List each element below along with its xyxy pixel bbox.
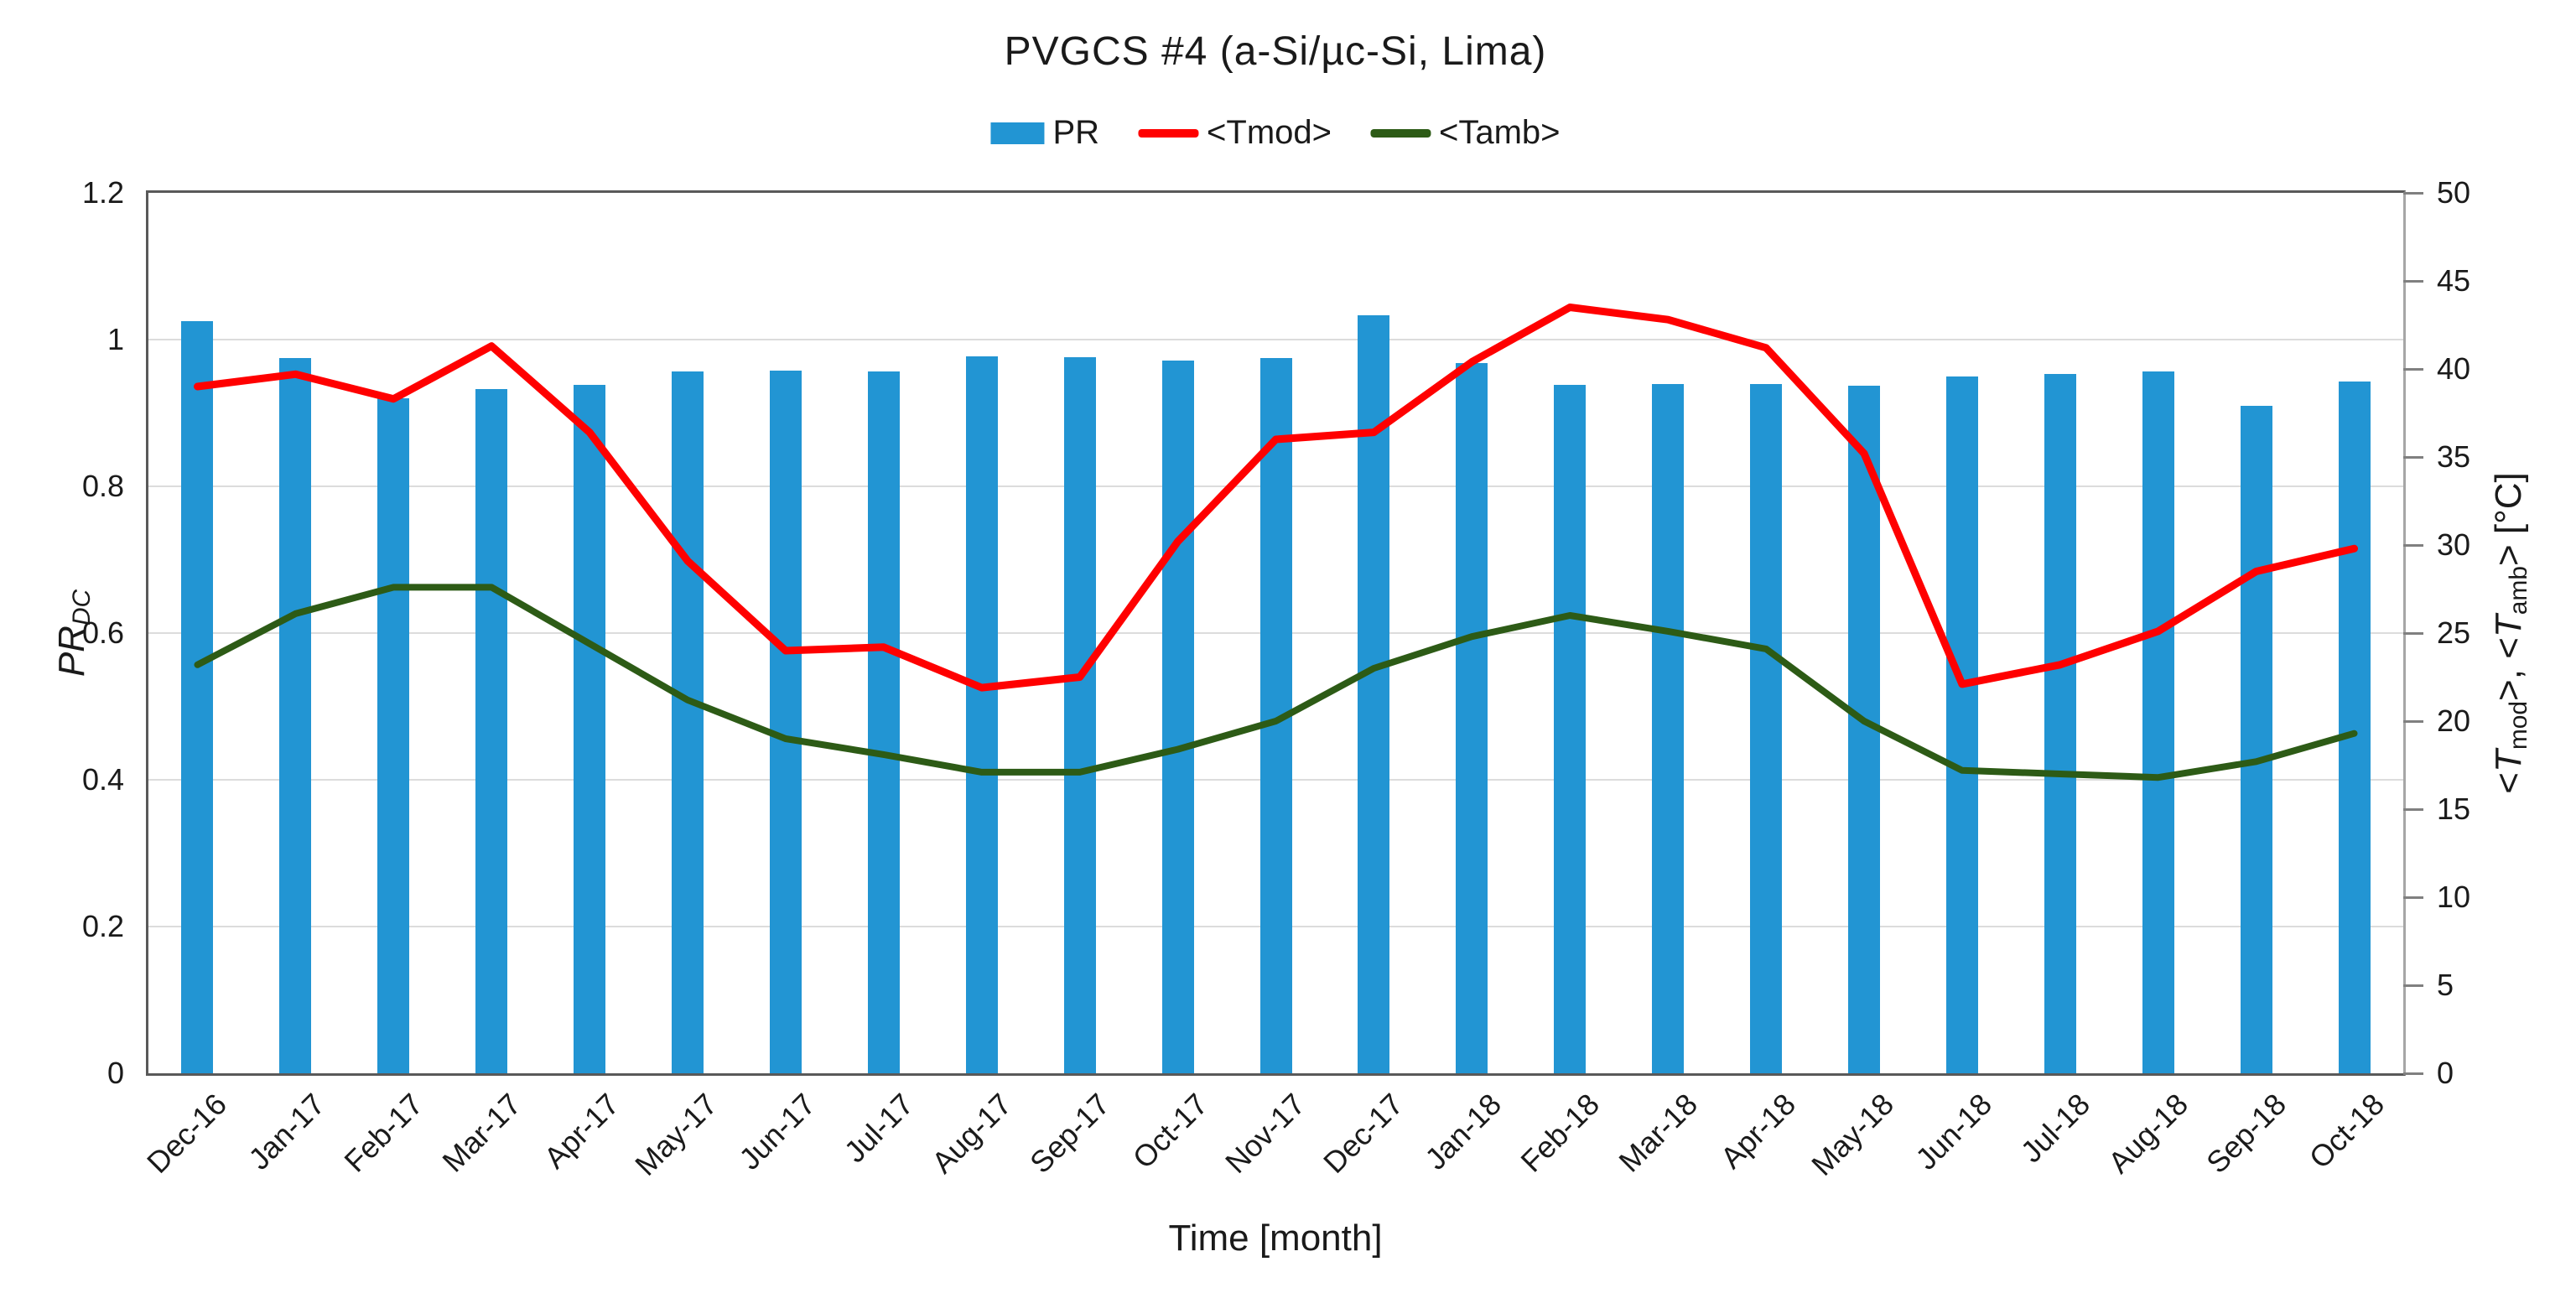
plot-area — [146, 190, 2406, 1076]
pr-bar — [1063, 357, 1096, 1073]
pr-bar — [2142, 371, 2174, 1073]
y-tick-label-right: 45 — [2437, 263, 2471, 298]
y-tick-label-left: 1.2 — [81, 175, 124, 210]
pr-bar — [1358, 315, 1390, 1073]
pr-bar — [672, 371, 704, 1073]
x-tick-label: Nov-17 — [1218, 1087, 1312, 1181]
y-tick-label-right: 10 — [2437, 880, 2471, 914]
pr-bar — [475, 388, 508, 1073]
right-axis-tick-mark — [2403, 192, 2423, 195]
legend-item-tamb: <Tamb> — [1370, 114, 1561, 152]
y-tick-label-right: 30 — [2437, 527, 2471, 562]
x-tick-label: Oct-18 — [2302, 1087, 2391, 1176]
pr-bar — [1554, 385, 1587, 1073]
legend-item-pr: PR — [990, 114, 1099, 152]
right-axis-tick-mark — [2403, 368, 2423, 371]
right-axis-title-part: amb — [2504, 566, 2532, 615]
y-tick-label-right: 5 — [2437, 968, 2454, 1002]
pr-bar — [377, 398, 410, 1073]
right-axis-tick-mark — [2403, 896, 2423, 899]
pr-bar — [2240, 405, 2272, 1073]
right-axis-tick-mark — [2403, 1072, 2423, 1075]
pr-bar — [279, 357, 312, 1073]
x-tick-label: Jul-18 — [2013, 1087, 2096, 1170]
y-tick-label-right: 35 — [2437, 439, 2471, 474]
pr-bar — [769, 370, 802, 1073]
right-axis-title-part: < — [2488, 772, 2530, 794]
pr-bar — [1456, 363, 1488, 1073]
gridline — [148, 339, 2403, 340]
legend-label-tmod: <Tmod> — [1207, 114, 1332, 151]
legend-label-tamb: <Tamb> — [1439, 114, 1561, 151]
pr-bar — [2338, 381, 2371, 1073]
legend-label-pr: PR — [1052, 114, 1100, 151]
pr-bar — [1945, 376, 1978, 1073]
x-tick-label: Feb-17 — [337, 1087, 430, 1179]
y-tick-label-left: 0.8 — [81, 469, 124, 503]
y-tick-label-left: 0.4 — [81, 762, 124, 797]
right-axis-tick-mark — [2403, 984, 2423, 987]
pr-bar — [1652, 383, 1685, 1073]
chart-title: PVGCS #4 (a-Si/µc-Si, Lima) — [1004, 29, 1547, 74]
pr-bar — [867, 371, 900, 1073]
x-axis-title: Time [month] — [1168, 1218, 1383, 1259]
pr-bar — [1750, 384, 1783, 1073]
x-tick-label: Dec-17 — [1317, 1087, 1410, 1181]
x-tick-label: Feb-18 — [1514, 1087, 1607, 1179]
x-tick-label: Jan-17 — [242, 1087, 332, 1176]
x-tick-label: Jul-17 — [837, 1087, 920, 1170]
line-layer — [194, 304, 2358, 781]
x-tick-label: Dec-16 — [140, 1087, 234, 1181]
pr-bar — [965, 356, 998, 1073]
y-tick-label-right: 20 — [2437, 704, 2471, 738]
right-axis-tick-mark — [2403, 544, 2423, 547]
pr-bar — [181, 321, 214, 1073]
pr-bar-swatch — [990, 122, 1045, 144]
y-tick-label-left: 0.2 — [81, 909, 124, 943]
x-tick-label: Oct-17 — [1125, 1087, 1214, 1176]
x-tick-label: May-18 — [1805, 1087, 1900, 1182]
x-tick-label: Mar-17 — [435, 1087, 528, 1179]
x-tick-label: Apr-18 — [1713, 1087, 1803, 1176]
y-tick-label-right: 25 — [2437, 615, 2471, 650]
legend-item-tmod: <Tmod> — [1138, 114, 1332, 152]
x-tick-label: Mar-18 — [1612, 1087, 1705, 1179]
x-tick-label: Jun-18 — [1909, 1087, 1998, 1176]
pr-bar — [574, 385, 606, 1073]
right-axis-tick-mark — [2403, 456, 2423, 459]
x-tick-label: Aug-17 — [924, 1087, 1018, 1181]
right-axis-title-part: T — [2488, 750, 2530, 773]
right-axis-tick-mark — [2403, 632, 2423, 635]
x-tick-label: Sep-18 — [2199, 1087, 2293, 1181]
y-tick-label-right: 50 — [2437, 175, 2471, 210]
x-tick-label: Aug-18 — [2101, 1087, 2194, 1181]
y-tick-label-left: 0 — [106, 1056, 124, 1090]
right-axis-tick-mark — [2403, 720, 2423, 723]
pr-bar — [2044, 374, 2076, 1073]
y-tick-label-right: 0 — [2437, 1056, 2454, 1090]
x-tick-label: Jun-17 — [732, 1087, 822, 1176]
x-tick-label: Jan-18 — [1418, 1087, 1509, 1176]
y-tick-label-right: 15 — [2437, 792, 2471, 826]
y-tick-label-left: 1 — [106, 322, 124, 356]
right-axis-tick-mark — [2403, 280, 2423, 283]
y-tick-label-right: 40 — [2437, 351, 2471, 386]
tamb-line-swatch — [1370, 128, 1431, 138]
legend: PR <Tmod> <Tamb> — [990, 114, 1561, 152]
tmod-line-swatch — [1138, 128, 1199, 138]
y-tick-label-left: 0.6 — [81, 615, 124, 650]
right-axis-tick-mark — [2403, 808, 2423, 811]
tamb-line — [194, 584, 2358, 781]
x-tick-label: May-17 — [628, 1087, 724, 1182]
pr-bar — [1161, 361, 1194, 1073]
x-tick-label: Sep-17 — [1022, 1087, 1116, 1181]
x-tick-label: Apr-17 — [537, 1087, 626, 1176]
tmod-line — [194, 304, 2358, 692]
